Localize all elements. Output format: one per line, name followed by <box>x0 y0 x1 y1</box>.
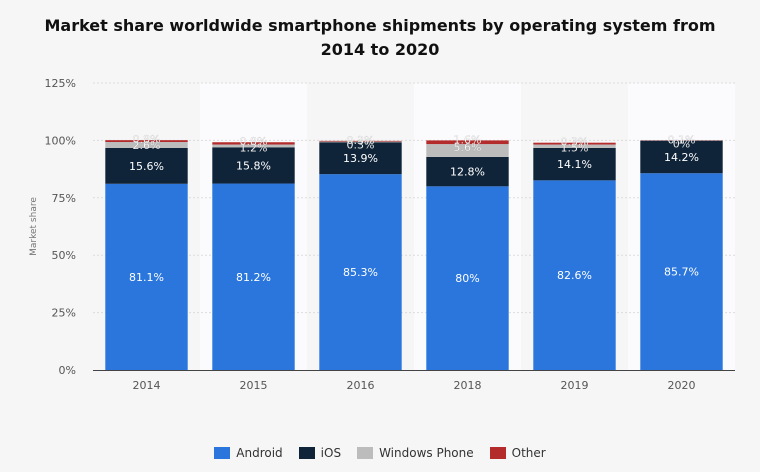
x-tick-label: 2020 <box>668 379 696 392</box>
data-label: 0.8% <box>240 135 268 148</box>
y-tick-label: 125% <box>45 77 76 90</box>
bar-android <box>640 173 723 370</box>
x-tick-label: 2018 <box>454 379 482 392</box>
legend-label: Windows Phone <box>379 446 474 460</box>
data-label: 0.3% <box>347 139 375 152</box>
bar-windows-phone <box>105 142 188 148</box>
data-label: 1.6% <box>454 133 482 146</box>
data-label: 14.1% <box>557 158 592 171</box>
bar-ios <box>533 147 616 181</box>
legend-item[interactable]: Other <box>489 446 546 460</box>
data-label: 81.1% <box>129 271 164 284</box>
y-tick-label: 75% <box>52 192 76 205</box>
legend-item[interactable]: Android <box>214 446 283 460</box>
legend-item[interactable]: iOS <box>298 446 342 460</box>
chart-title-line-1: Market share worldwide smartphone shipme… <box>44 16 716 35</box>
data-label: 85.7% <box>664 266 699 279</box>
bar-ios <box>426 156 509 187</box>
chart-title: Market share worldwide smartphone shipme… <box>0 14 760 62</box>
data-label: 15.6% <box>129 160 164 173</box>
bar-other <box>319 140 402 142</box>
data-label: 82.6% <box>557 269 592 282</box>
data-label: 0.8% <box>133 133 161 146</box>
bar-android <box>105 183 188 370</box>
bar-other <box>426 140 509 145</box>
data-label: 85.3% <box>343 266 378 279</box>
bar-other <box>105 140 188 143</box>
data-label: 80% <box>455 272 479 285</box>
bar-android <box>319 174 402 370</box>
data-label: 5.6% <box>454 141 482 154</box>
bar-ios <box>319 142 402 175</box>
bar-windows-phone <box>212 144 295 148</box>
x-tick-label: 2014 <box>133 379 161 392</box>
x-tick-label: 2016 <box>347 379 375 392</box>
bar-ios <box>640 140 723 174</box>
legend: Android iOS Windows Phone Other <box>0 446 760 460</box>
y-axis-label: Market share <box>29 197 39 256</box>
y-tick-label: 100% <box>45 134 76 147</box>
bar-ios <box>212 147 295 184</box>
legend-label: Other <box>511 446 546 460</box>
data-label: 0.3% <box>561 136 589 149</box>
bar-android <box>426 186 509 370</box>
data-label: 15.8% <box>236 159 271 172</box>
data-label: 1.2% <box>240 142 268 155</box>
legend-swatch <box>298 447 315 459</box>
bar-windows-phone <box>533 144 616 148</box>
data-label: 1.5% <box>561 142 589 155</box>
chart-title-line-2: 2014 to 2020 <box>320 40 440 59</box>
legend-swatch <box>489 447 506 459</box>
legend-label: iOS <box>320 446 342 460</box>
plot-area: 0% 25% 50% 75% 100% 125% Market share 81.1% 15.6… <box>29 77 735 392</box>
x-tick-label: 2019 <box>561 379 589 392</box>
bar-android <box>212 183 295 370</box>
data-label: 12.8% <box>450 166 485 179</box>
bar-windows-phone <box>426 144 509 157</box>
y-tick-label: 0% <box>59 364 76 377</box>
x-tick-label: 2015 <box>240 379 268 392</box>
legend-item[interactable]: Windows Phone <box>357 446 474 460</box>
data-label: 14.2% <box>664 151 699 164</box>
data-label: 0.1% <box>668 133 696 146</box>
bar-other <box>533 142 616 145</box>
data-label: 0% <box>673 138 690 151</box>
y-tick-label: 50% <box>52 249 76 262</box>
data-label: 0.3% <box>347 134 375 147</box>
legend-swatch <box>214 447 231 459</box>
data-label: 81.2% <box>236 271 271 284</box>
bar-ios <box>105 147 188 184</box>
legend-swatch <box>357 447 374 459</box>
bar-other <box>212 142 295 145</box>
data-label: 2.6% <box>133 139 161 152</box>
bar-android <box>533 180 616 370</box>
y-tick-label: 25% <box>52 307 76 320</box>
data-label: 13.9% <box>343 152 378 165</box>
bar-windows-phone <box>319 141 402 143</box>
legend-label: Android <box>236 446 283 460</box>
